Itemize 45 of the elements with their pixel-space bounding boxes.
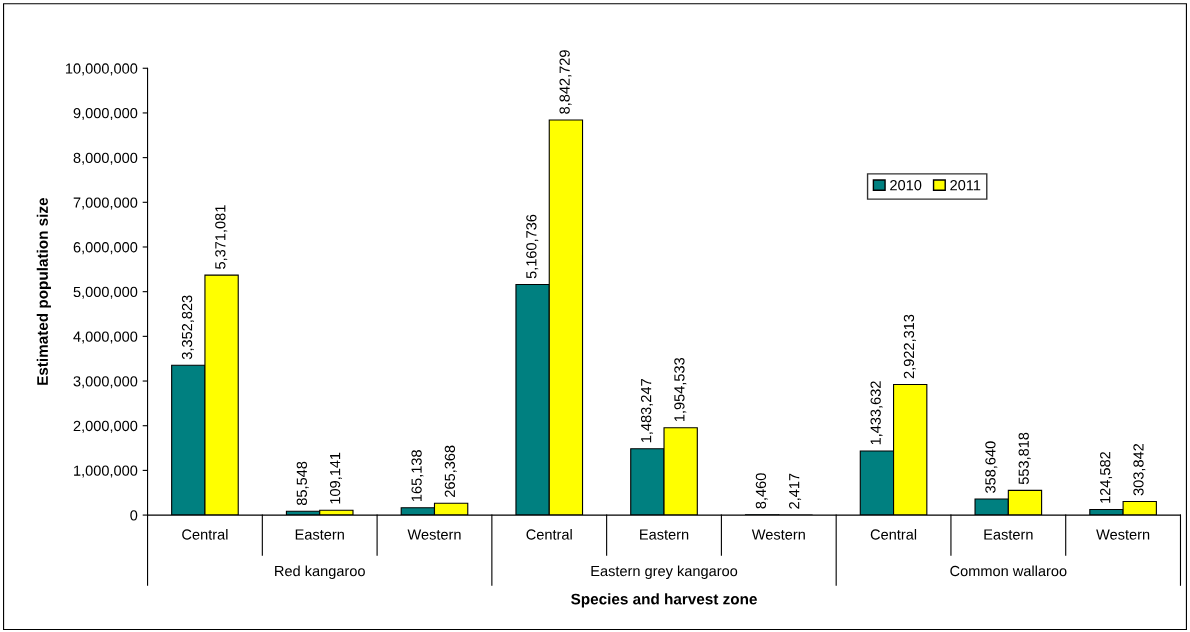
legend-label: 2010 bbox=[890, 180, 922, 191]
y-tick-label: 5,000,000 bbox=[73, 286, 138, 299]
data-label: 265,368 bbox=[444, 445, 457, 497]
data-label: 553,818 bbox=[1018, 432, 1031, 485]
x-tick-label: Western bbox=[1096, 529, 1150, 540]
y-axis-title: Estimated population size bbox=[36, 197, 51, 385]
y-tick-label: 10,000,000 bbox=[65, 63, 138, 76]
x-tick-label: Western bbox=[751, 529, 805, 540]
y-tick-label: 3,000,000 bbox=[73, 376, 138, 389]
text: Red kangaroo bbox=[275, 565, 365, 580]
x-axis-title: Species and harvest zone bbox=[571, 593, 757, 608]
x-tick-label: Eastern bbox=[295, 529, 344, 540]
data-label: 2,417 bbox=[789, 473, 802, 509]
x-tick-label: Western bbox=[407, 529, 461, 540]
x-tick-label: Central bbox=[182, 528, 228, 540]
data-label: 1,433,632 bbox=[870, 381, 883, 445]
y-tick-label: 8,000,000 bbox=[73, 152, 138, 165]
data-label: 165,138 bbox=[411, 450, 424, 502]
data-label: 8,460 bbox=[755, 473, 768, 509]
x-tick-label: Central bbox=[526, 528, 572, 540]
data-label: 1,483,247 bbox=[640, 379, 654, 443]
x-tick-label: Eastern bbox=[984, 529, 1033, 540]
y-tick-label: 6,000,000 bbox=[73, 242, 138, 255]
data-label: 3,352,823 bbox=[181, 295, 194, 360]
y-tick-label: 1,000,000 bbox=[74, 465, 138, 478]
data-label: 109,141 bbox=[329, 452, 342, 504]
y-tick-label: 0 bbox=[130, 510, 138, 521]
data-label: 303,842 bbox=[1133, 443, 1146, 496]
y-tick-label: 4,000,000 bbox=[73, 331, 138, 344]
legend-label: 2011 bbox=[950, 180, 981, 191]
data-label: 5,160,736 bbox=[526, 214, 539, 279]
text: Common wallaroo bbox=[950, 565, 1067, 577]
data-label: 5,371,081 bbox=[215, 205, 228, 269]
data-label: 8,842,729 bbox=[559, 50, 572, 114]
data-label: 1,954,533 bbox=[674, 357, 687, 422]
x-tick-label: Central bbox=[870, 528, 917, 540]
y-tick-label: 9,000,000 bbox=[73, 108, 138, 121]
data-label: 85,548 bbox=[296, 461, 309, 506]
y-tick-label: 7,000,000 bbox=[73, 197, 138, 210]
y-tick-label: 2,000,000 bbox=[73, 420, 138, 433]
data-label: 2,922,313 bbox=[903, 314, 916, 379]
text: Eastern grey kangaroo bbox=[591, 565, 738, 580]
data-label: 124,582 bbox=[1100, 451, 1113, 503]
data-label: 358,640 bbox=[985, 441, 998, 493]
x-tick-label: Eastern bbox=[640, 529, 689, 540]
